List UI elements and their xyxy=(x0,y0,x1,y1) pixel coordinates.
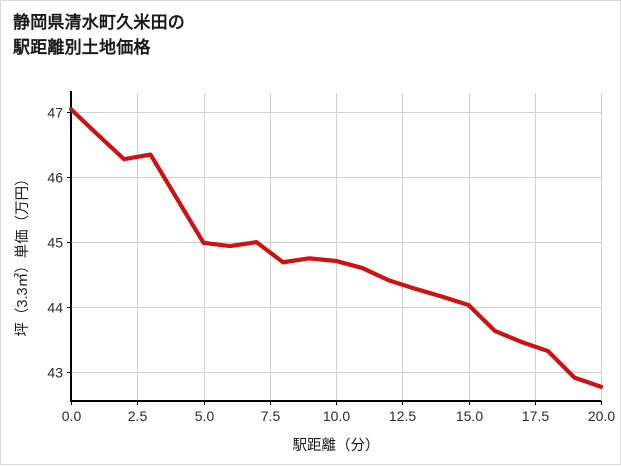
y-tick-label: 46 xyxy=(47,170,63,186)
x-tick-label: 10.0 xyxy=(323,408,350,424)
x-tick-label: 17.5 xyxy=(522,408,549,424)
y-tick-label: 43 xyxy=(47,365,63,381)
x-axis-title: 駅距離（分） xyxy=(293,436,380,454)
x-tick-label: 15.0 xyxy=(456,408,483,424)
x-tick-label: 2.5 xyxy=(128,408,148,424)
axis-spines xyxy=(70,91,601,402)
gridlines xyxy=(71,93,602,401)
x-tick-label: 20.0 xyxy=(588,408,615,424)
y-tick-label: 45 xyxy=(47,235,63,251)
x-tick-label: 12.5 xyxy=(389,408,416,424)
x-tick-label: 7.5 xyxy=(261,408,281,424)
chart-title-line-2: 駅距離別土地価格 xyxy=(13,38,151,57)
y-tick-label: 44 xyxy=(47,300,63,316)
x-tick-label: 5.0 xyxy=(195,408,215,424)
x-tick-label: 0.0 xyxy=(62,408,82,424)
chart-title: 静岡県清水町久米田の 駅距離別土地価格 xyxy=(13,10,185,60)
chart-title-line-1: 静岡県清水町久米田の xyxy=(13,13,185,32)
data-series-line xyxy=(68,107,604,389)
y-tick-label: 47 xyxy=(47,105,63,121)
y-tick-labels: 43 44 45 46 47 xyxy=(47,105,63,381)
x-tick-labels: 0.0 2.5 5.0 7.5 10.0 12.5 15.0 17.5 20.0 xyxy=(62,408,616,424)
y-axis-title: 坪（3.3㎡）単価（万円） xyxy=(14,171,31,336)
